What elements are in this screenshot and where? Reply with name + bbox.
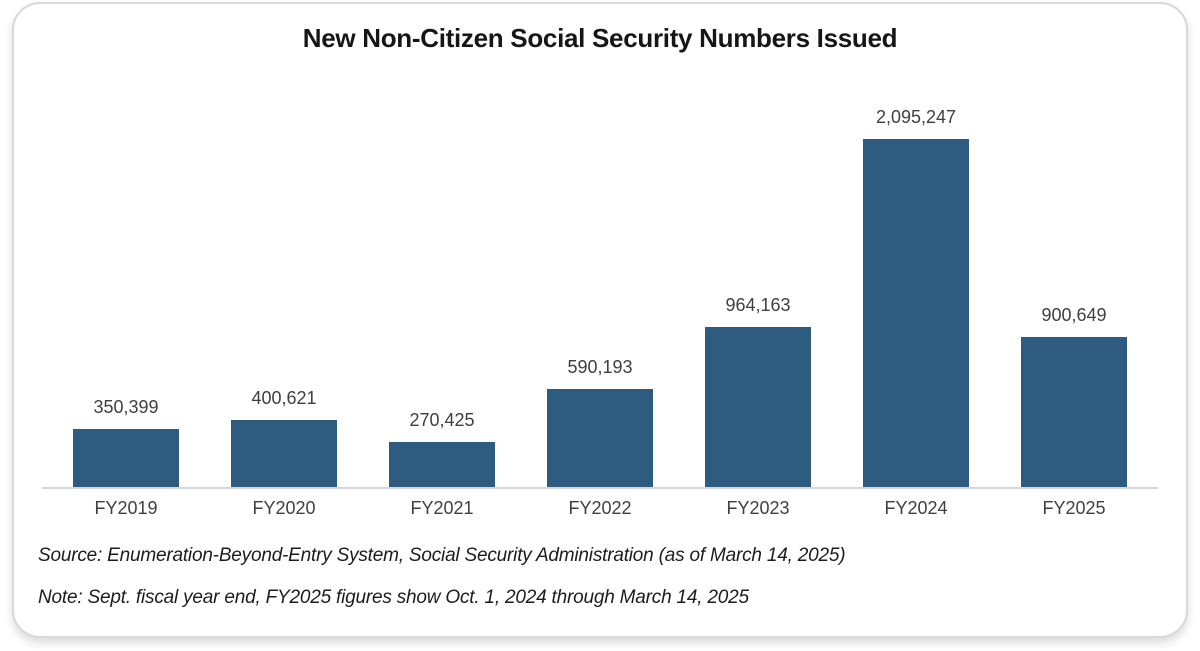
bar	[231, 420, 337, 487]
source-note: Source: Enumeration-Beyond-Entry System,…	[38, 545, 846, 566]
bar	[705, 327, 811, 487]
bar	[389, 442, 495, 487]
fiscal-year-note: Note: Sept. fiscal year end, FY2025 figu…	[38, 587, 749, 608]
bar-value-label: 590,193	[567, 357, 633, 377]
x-axis-tick-label: FY2020	[252, 498, 316, 518]
bar-column-fy2021: 270,425	[389, 410, 495, 487]
bar-value-label: 270,425	[409, 410, 475, 430]
bar-column-fy2019: 350,399	[73, 397, 179, 487]
x-axis-tick-label: FY2019	[94, 498, 158, 518]
bar	[547, 389, 653, 487]
bar-value-label: 964,163	[725, 295, 791, 315]
bar-chart-plot: 350,399 400,621 270,425 590,193 964,163 2,095…	[42, 56, 1158, 489]
bar-column-fy2020: 400,621	[231, 388, 337, 487]
x-axis-tick-label: FY2021	[410, 498, 474, 518]
x-axis-tick-label: FY2022	[568, 498, 632, 518]
bar	[863, 139, 969, 487]
bar-column-fy2023: 964,163	[705, 295, 811, 487]
x-axis-labels: FY2019 FY2020 FY2021 FY2022 FY2023 FY2024 FY20…	[42, 489, 1158, 519]
x-axis-tick-label: FY2025	[1042, 498, 1106, 518]
bar-value-label: 400,621	[251, 388, 317, 408]
bar	[73, 429, 179, 487]
x-axis-tick-label: FY2024	[884, 498, 948, 518]
x-axis-tick-label: FY2023	[726, 498, 790, 518]
bar-column-fy2024: 2,095,247	[863, 107, 969, 487]
bar-value-label: 350,399	[93, 397, 159, 417]
footnotes: Source: Enumeration-Beyond-Entry System,…	[38, 545, 1186, 609]
bar-value-label: 900,649	[1041, 305, 1107, 325]
bar-column-fy2022: 590,193	[547, 357, 653, 487]
chart-title: New Non-Citizen Social Security Numbers …	[302, 23, 898, 53]
chart-card: New Non-Citizen Social Security Numbers …	[12, 2, 1188, 638]
bar	[1021, 337, 1127, 487]
bar-value-label: 2,095,247	[875, 107, 957, 127]
bar-column-fy2025: 900,649	[1021, 305, 1127, 487]
